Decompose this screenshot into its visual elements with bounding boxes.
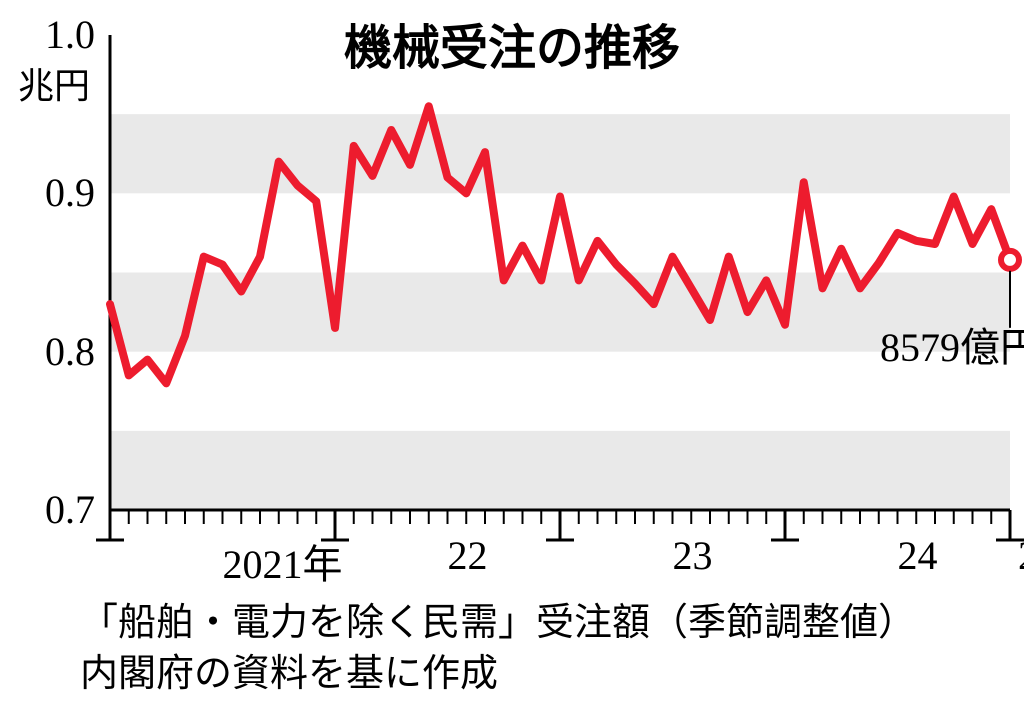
chart-title: 機械受注の推移	[0, 8, 1024, 78]
machinery-orders-chart: 機械受注の推移 兆円 「船舶・電力を除く民需」受注額（季節調整値） 内閣府の資料…	[0, 0, 1024, 725]
y-tick-label: 1.0	[0, 11, 95, 58]
y-tick-label: 0.9	[0, 169, 95, 216]
footnote-line-1: 「船舶・電力を除く民需」受注額（季節調整値）	[80, 598, 916, 649]
callout-value: 8579億円	[880, 315, 1024, 373]
chart-footnote: 「船舶・電力を除く民需」受注額（季節調整値） 内閣府の資料を基に作成	[80, 598, 916, 701]
y-tick-label: 0.7	[0, 486, 95, 533]
y-axis-unit: 兆円	[18, 57, 90, 109]
y-tick-label: 0.8	[0, 328, 95, 375]
footnote-line-2: 内閣府の資料を基に作成	[80, 649, 916, 700]
